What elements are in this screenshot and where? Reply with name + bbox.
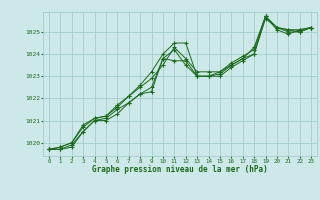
X-axis label: Graphe pression niveau de la mer (hPa): Graphe pression niveau de la mer (hPa): [92, 165, 268, 174]
